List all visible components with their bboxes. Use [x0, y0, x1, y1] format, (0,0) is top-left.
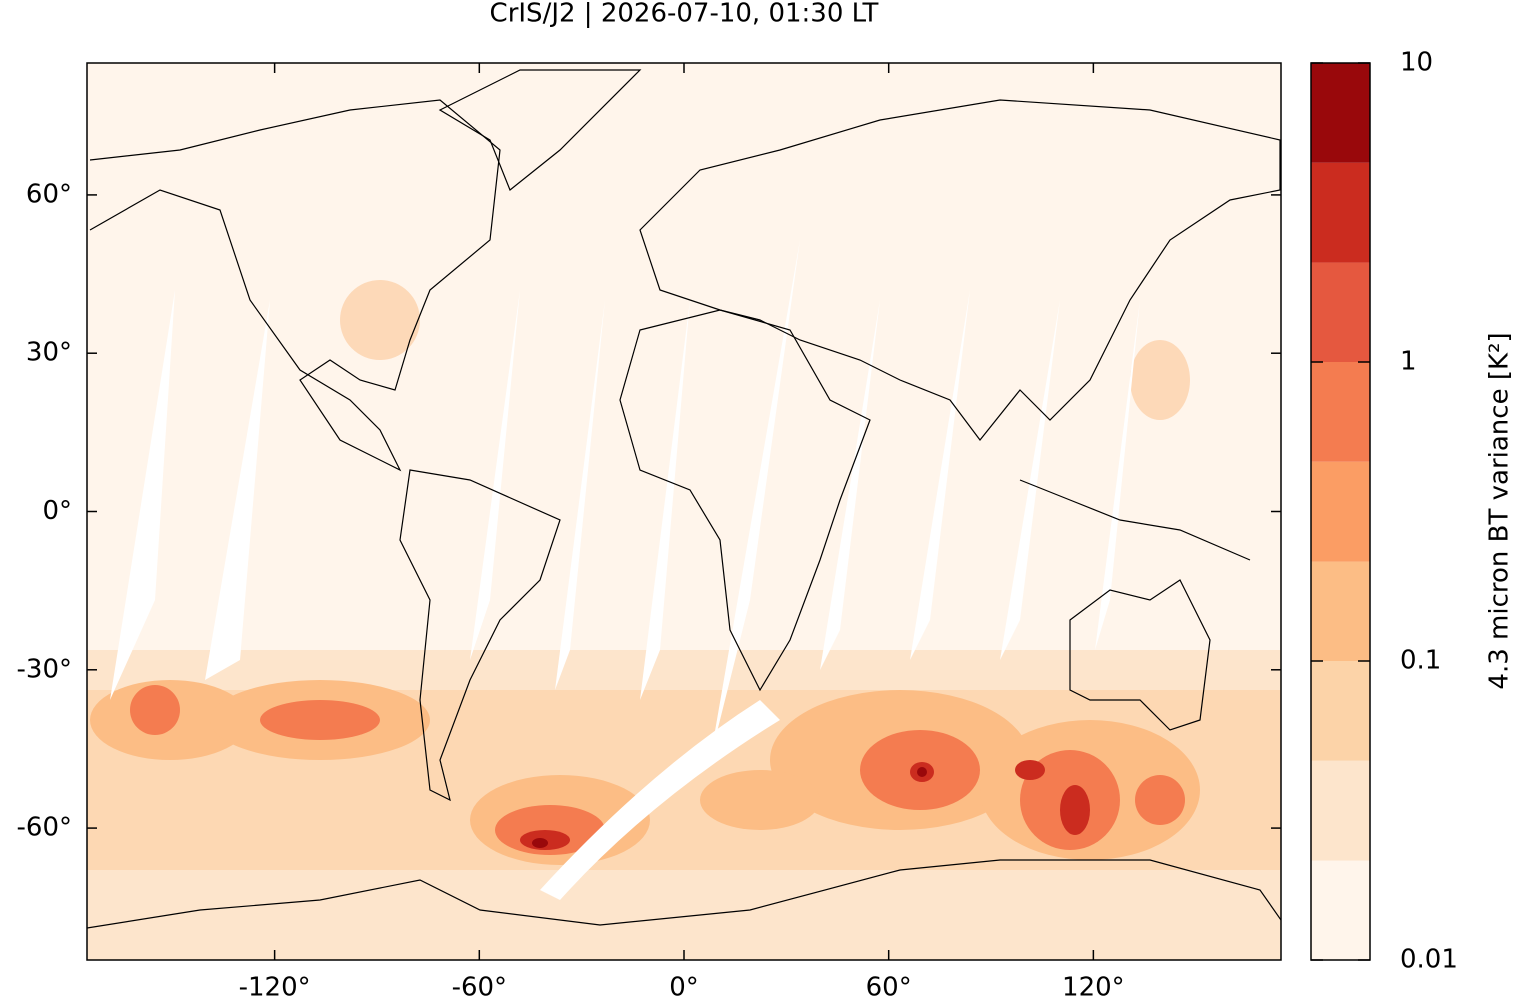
- y-tick-label: -30°: [17, 654, 72, 684]
- colorbar-band: [1311, 760, 1370, 861]
- colorbar-band: [1311, 63, 1370, 163]
- colorbar-frame: [1310, 62, 1371, 961]
- colorbar-tick-label: 10: [1400, 48, 1433, 78]
- title: CrIS/J2 | 2026-07-10, 01:30 LT: [490, 0, 879, 29]
- y-tick-label: 60°: [26, 179, 72, 209]
- y-tick-label: -60°: [17, 813, 72, 843]
- colorbar-band: [1311, 362, 1370, 462]
- x-tick-label: 120°: [1062, 973, 1125, 1002]
- colorbar-band: [1311, 461, 1370, 562]
- y-tick-label: 30°: [26, 338, 72, 368]
- x-tick-label: -120°: [239, 973, 311, 1002]
- y-tick-label: 0°: [42, 496, 72, 526]
- x-tick-label: -60°: [452, 973, 507, 1002]
- colorbar-tick-label: 0.1: [1400, 646, 1441, 676]
- colorbar-tick-label: 1: [1400, 347, 1417, 377]
- colorbar-band: [1311, 661, 1370, 761]
- colorbar-tick-label: 0.01: [1400, 945, 1458, 975]
- colorbar-band: [1311, 860, 1370, 960]
- colorbar-band: [1311, 262, 1370, 362]
- colorbar-label: 4.3 micron BT variance [K²]: [1485, 332, 1515, 689]
- x-tick-label: 0°: [669, 973, 699, 1002]
- x-tick-label: 60°: [866, 973, 912, 1002]
- colorbar-band: [1311, 561, 1370, 661]
- colorbar-band: [1311, 162, 1370, 263]
- map-field: [87, 63, 1281, 960]
